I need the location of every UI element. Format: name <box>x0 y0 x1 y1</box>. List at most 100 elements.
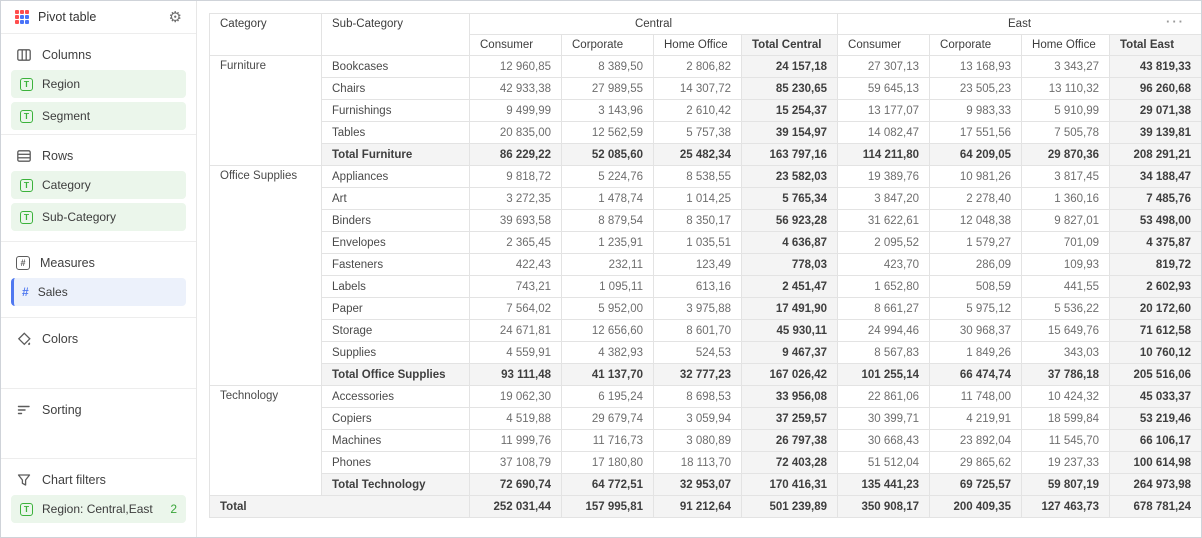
value-cell: 5 224,76 <box>561 165 654 188</box>
value-cell: 64 772,51 <box>561 473 654 496</box>
value-cell: 32 953,07 <box>653 473 742 496</box>
category-total-label: Total Furniture <box>321 143 470 166</box>
segment-column-header[interactable]: Corporate <box>929 34 1023 56</box>
value-cell: 9 983,33 <box>929 99 1023 122</box>
table-row: Tables 20 835,00 12 562,59 5 757,38 39 154,9… <box>210 121 1201 144</box>
value-cell: 13 168,93 <box>929 55 1023 78</box>
segment-column-header[interactable]: Home Office <box>1021 34 1111 56</box>
segment-column-header[interactable]: Consumer <box>469 34 562 56</box>
value-cell: 6 195,24 <box>561 385 654 408</box>
value-cell: 12 960,85 <box>469 55 562 78</box>
value-cell: 93 111,48 <box>469 363 562 386</box>
value-cell: 10 760,12 <box>1109 341 1201 364</box>
column-group-header[interactable]: Central <box>468 13 839 35</box>
value-cell: 613,16 <box>653 275 742 298</box>
value-cell: 18 113,70 <box>653 451 742 474</box>
grand-total-label: Total <box>209 495 470 518</box>
segment-column-header[interactable]: Total East <box>1109 34 1201 56</box>
table-row: Furniture Bookcases 12 960,85 8 389,50 2 806… <box>209 55 1201 166</box>
category-total-label: Total Technology <box>321 473 470 496</box>
value-cell: 4 519,88 <box>469 407 562 430</box>
section-sorting-label: Sorting <box>1 400 196 420</box>
value-cell: 778,03 <box>740 253 839 276</box>
settings-gear-icon[interactable]: ⚙ <box>168 8 182 26</box>
chart-area: ··· Category Sub-Category Central East Consu… <box>197 1 1201 537</box>
subcategory-cell: Supplies <box>321 341 470 364</box>
value-cell: 100 614,98 <box>1109 451 1201 474</box>
value-cell: 5 975,12 <box>929 297 1023 320</box>
value-cell: 5 952,00 <box>561 297 654 320</box>
row-dimension-header[interactable]: Sub-Category <box>321 13 470 56</box>
value-cell: 8 879,54 <box>561 209 654 232</box>
value-cell: 1 652,80 <box>837 275 931 298</box>
value-cell: 42 933,38 <box>469 77 562 100</box>
value-cell: 29 071,38 <box>1109 99 1201 122</box>
section-colors: Colors <box>1 318 196 389</box>
value-cell: 20 835,00 <box>469 121 562 144</box>
value-cell: 86 229,22 <box>469 143 562 166</box>
value-cell: 27 989,55 <box>561 77 654 100</box>
value-cell: 11 545,70 <box>1021 429 1111 452</box>
category-cell: Office Supplies <box>209 165 322 386</box>
value-cell: 2 610,42 <box>653 99 742 122</box>
value-cell: 8 350,17 <box>653 209 742 232</box>
section-sorting: Sorting <box>1 389 196 459</box>
value-cell: 30 399,71 <box>837 407 931 430</box>
value-cell: 4 375,87 <box>1109 231 1201 254</box>
subcategory-cell: Phones <box>321 451 470 474</box>
segment-column-header[interactable]: Corporate <box>561 34 654 56</box>
value-cell: 66 474,74 <box>929 363 1023 386</box>
value-cell: 17 180,80 <box>561 451 654 474</box>
sorting-icon <box>17 405 30 415</box>
value-cell: 41 137,70 <box>561 363 654 386</box>
table-row: Chairs 42 933,38 27 989,55 14 307,72 85 230,… <box>210 77 1201 100</box>
value-cell: 501 239,89 <box>740 495 839 518</box>
dimension-type-icon: T <box>20 109 33 123</box>
field-chip-subcategory[interactable]: T Sub-Category <box>11 203 186 231</box>
table-row: Machines 11 999,76 11 716,73 3 080,89 26 797… <box>210 429 1201 452</box>
value-cell: 208 291,21 <box>1109 143 1201 166</box>
value-cell: 2 095,52 <box>837 231 931 254</box>
section-colors-label: Colors <box>1 329 196 349</box>
field-chip-segment[interactable]: T Segment <box>11 102 186 130</box>
value-cell: 114 211,80 <box>837 143 931 166</box>
section-columns: Columns T Region T Segment <box>1 34 196 135</box>
value-cell: 30 668,43 <box>837 429 931 452</box>
subcategory-cell: Appliances <box>321 165 470 188</box>
value-cell: 1 014,25 <box>653 187 742 210</box>
segment-column-header[interactable]: Home Office <box>653 34 742 56</box>
value-cell: 205 516,06 <box>1109 363 1201 386</box>
value-cell: 34 188,47 <box>1109 165 1201 188</box>
field-chip-category[interactable]: T Category <box>11 171 186 199</box>
value-cell: 71 612,58 <box>1109 319 1201 342</box>
value-cell: 252 031,44 <box>469 495 562 518</box>
subcategory-cell: Copiers <box>321 407 470 430</box>
value-cell: 8 538,55 <box>653 165 742 188</box>
subcategory-cell: Envelopes <box>321 231 470 254</box>
field-chip-region[interactable]: T Region <box>11 70 186 98</box>
row-dimension-header[interactable]: Category <box>209 13 322 56</box>
value-cell: 51 512,04 <box>837 451 931 474</box>
widget-menu-button[interactable]: ··· <box>1166 14 1185 29</box>
value-cell: 10 981,26 <box>929 165 1023 188</box>
segment-column-header[interactable]: Consumer <box>837 34 931 56</box>
value-cell: 3 817,45 <box>1021 165 1111 188</box>
value-cell: 286,09 <box>929 253 1023 276</box>
field-chip-sales[interactable]: # Sales <box>11 278 186 306</box>
column-group-header[interactable]: East <box>837 13 1201 35</box>
subcategory-cell: Chairs <box>321 77 470 100</box>
subcategory-cell: Storage <box>321 319 470 342</box>
segment-column-header[interactable]: Total Central <box>740 34 839 56</box>
subcategory-cell: Furnishings <box>321 99 470 122</box>
filter-chip-region[interactable]: T Region: Central,East 2 <box>11 495 186 523</box>
section-measures-label: # Measures <box>1 253 196 273</box>
value-cell: 37 108,79 <box>469 451 562 474</box>
value-cell: 91 212,64 <box>653 495 742 518</box>
columns-icon <box>17 49 31 61</box>
value-cell: 678 781,24 <box>1109 495 1201 518</box>
pivot-table: Category Sub-Category Central East Consumer C… <box>209 13 1201 518</box>
value-cell: 9 499,99 <box>469 99 562 122</box>
filter-icon <box>17 474 31 486</box>
value-cell: 701,09 <box>1021 231 1111 254</box>
